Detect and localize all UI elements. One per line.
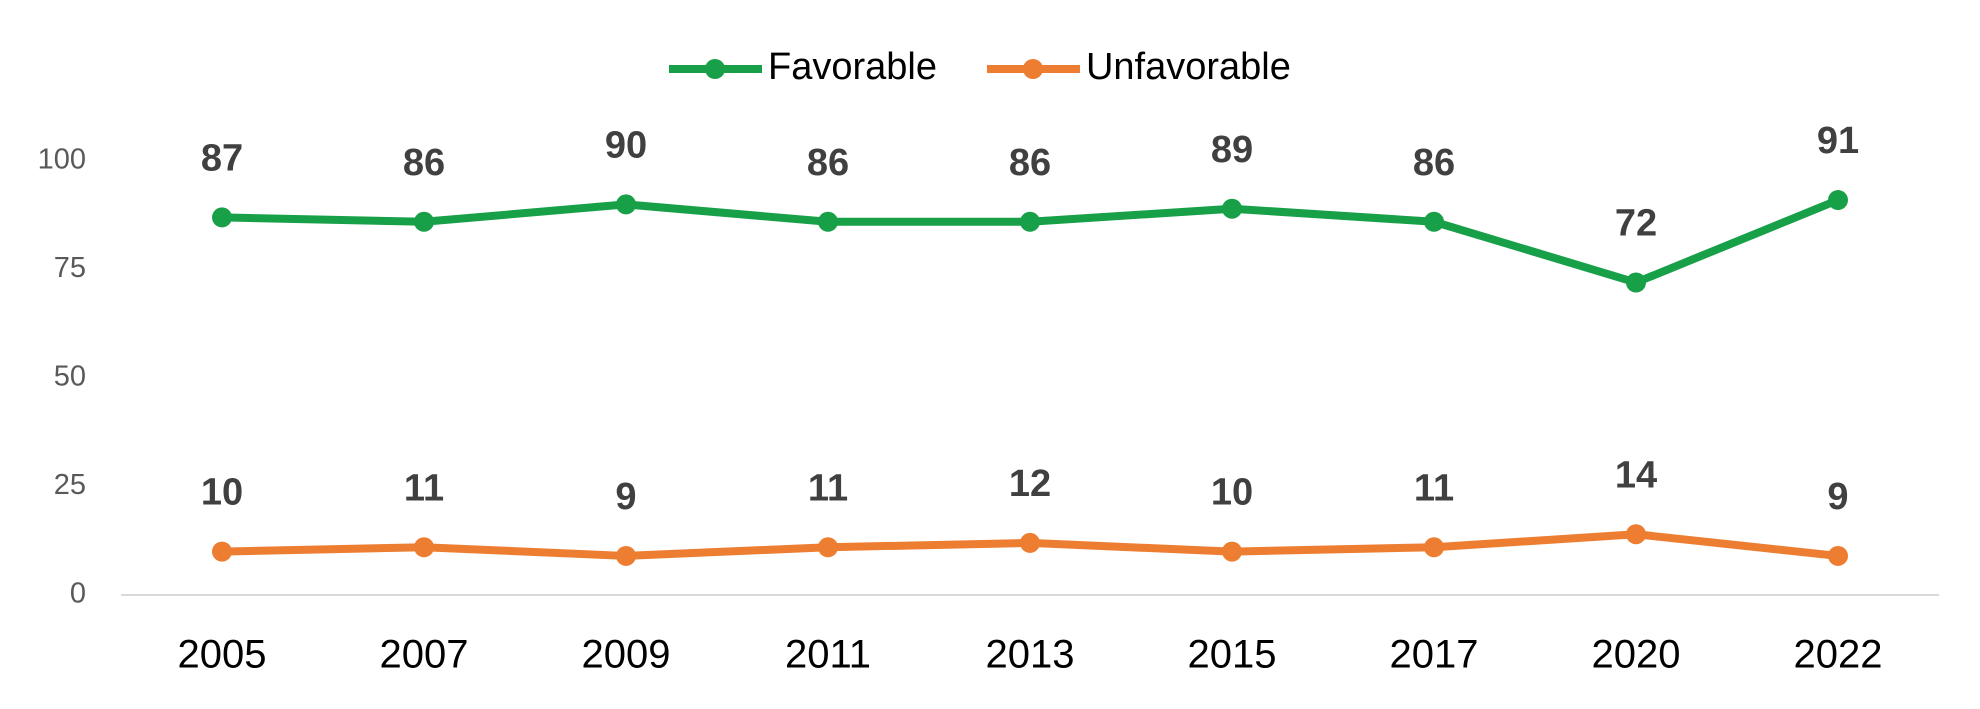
data-label: 11: [808, 467, 848, 509]
data-label: 89: [1211, 129, 1253, 171]
data-point: [1424, 537, 1444, 558]
data-label: 86: [1413, 142, 1455, 184]
x-tick-label: 2005: [178, 633, 267, 677]
data-point: [818, 537, 838, 558]
data-point: [414, 211, 434, 232]
x-tick-label: 2013: [986, 633, 1075, 677]
data-label: 86: [403, 142, 445, 184]
data-label: 91: [1817, 120, 1859, 162]
data-point: [1020, 211, 1040, 232]
data-point: [1626, 272, 1646, 293]
data-label: 72: [1615, 203, 1657, 245]
data-point: [1828, 190, 1848, 211]
x-tick-label: 2015: [1188, 633, 1277, 677]
legend-label: Favorable: [768, 46, 937, 88]
x-tick-label: 2017: [1390, 633, 1479, 677]
x-tick-label: 2020: [1592, 633, 1681, 677]
data-point: [1020, 532, 1040, 553]
y-tick-label: 25: [54, 469, 86, 501]
y-tick-label: 0: [70, 578, 86, 610]
y-tick-label: 50: [54, 361, 86, 393]
legend-marker: [705, 59, 725, 79]
y-tick-label: 100: [38, 144, 86, 176]
data-label: 87: [201, 137, 243, 179]
data-label: 86: [1009, 142, 1051, 184]
data-point: [616, 545, 636, 566]
data-point: [1626, 524, 1646, 545]
y-tick-label: 75: [54, 252, 86, 284]
data-point: [1828, 545, 1848, 566]
data-label: 11: [1414, 467, 1454, 509]
data-point: [414, 537, 434, 558]
x-tick-label: 2011: [785, 633, 871, 677]
data-label: 14: [1615, 454, 1657, 496]
data-label: 11: [404, 467, 444, 509]
data-label: 9: [1827, 476, 1848, 518]
data-point: [818, 211, 838, 232]
data-point: [1222, 198, 1242, 219]
data-label: 12: [1009, 463, 1051, 505]
data-label: 10: [201, 472, 243, 514]
data-point: [1424, 211, 1444, 232]
x-tick-label: 2009: [582, 633, 671, 677]
data-point: [212, 541, 232, 562]
legend-marker: [1022, 59, 1043, 79]
data-point: [212, 207, 232, 228]
data-label: 9: [615, 476, 636, 518]
data-point: [616, 194, 636, 215]
x-tick-label: 2007: [380, 633, 469, 677]
data-label: 86: [807, 142, 849, 184]
data-point: [1222, 541, 1242, 562]
data-label: 10: [1211, 472, 1253, 514]
data-label: 90: [605, 124, 647, 166]
legend-label: Unfavorable: [1086, 46, 1291, 88]
x-tick-label: 2022: [1794, 633, 1883, 677]
